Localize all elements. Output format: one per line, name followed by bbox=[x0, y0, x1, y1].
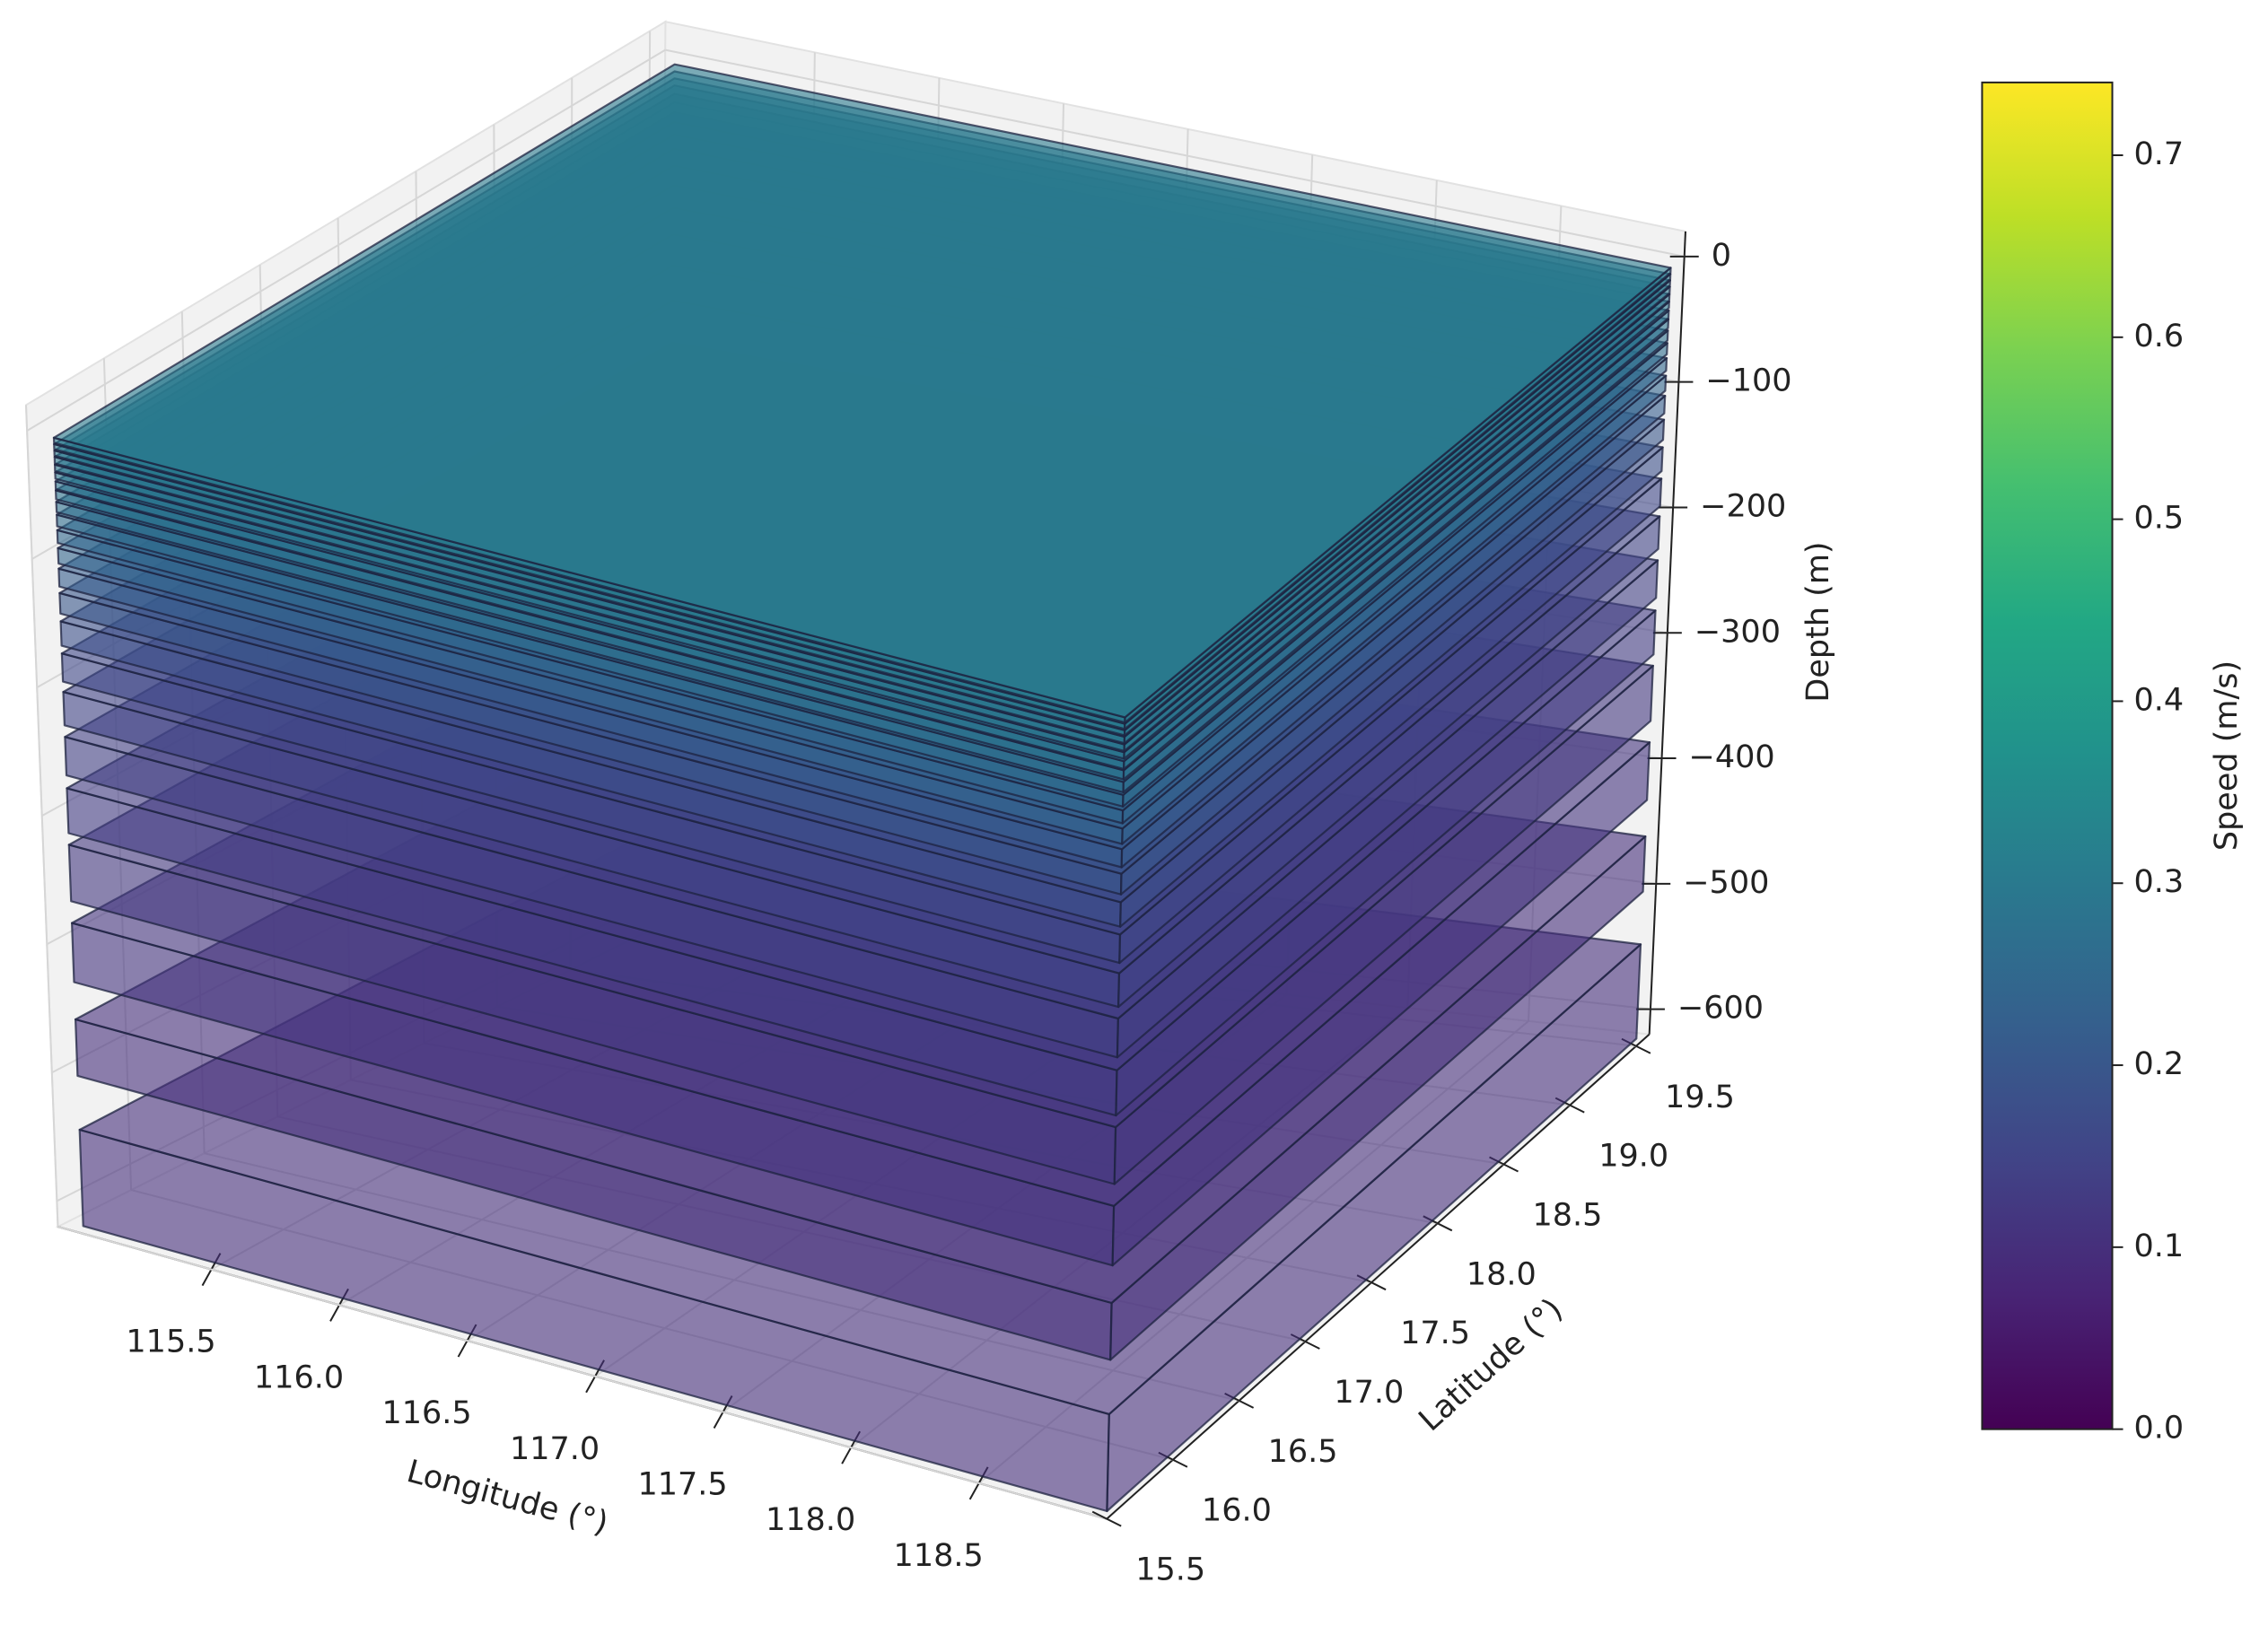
colorbar-tick-label: 0.3 bbox=[2134, 864, 2185, 900]
z-tick-label: 0 bbox=[1712, 238, 1731, 274]
z-tick-label: −300 bbox=[1694, 614, 1781, 650]
colorbar-tick-label: 0.0 bbox=[2134, 1411, 2185, 1447]
y-tick-label: 16.5 bbox=[1268, 1434, 1338, 1470]
x-tick-label: 115.5 bbox=[126, 1324, 215, 1360]
x-tick-label: 116.5 bbox=[381, 1395, 471, 1431]
colorbar bbox=[1981, 81, 2114, 1430]
y-tick-label: 19.0 bbox=[1598, 1139, 1668, 1175]
y-tick-label: 18.0 bbox=[1467, 1256, 1537, 1292]
colorbar-tick-label: 0.1 bbox=[2134, 1228, 2185, 1264]
grid-line bbox=[57, 1226, 1108, 1520]
colorbar-label: Speed (m/s) bbox=[2209, 660, 2245, 851]
y-axis-label: Latitude (°) bbox=[1413, 1291, 1570, 1438]
x-tick-label: 118.5 bbox=[894, 1538, 984, 1574]
grid-line bbox=[665, 48, 1685, 258]
grid-line bbox=[26, 48, 666, 432]
x-tick-label: 118.0 bbox=[766, 1502, 855, 1538]
colorbar-tick-label: 0.2 bbox=[2134, 1046, 2185, 1082]
y-tick-label: 19.5 bbox=[1665, 1080, 1735, 1115]
z-tick-label: −500 bbox=[1683, 865, 1769, 901]
x-tick-label: 117.0 bbox=[510, 1431, 600, 1467]
y-tick-label: 17.0 bbox=[1334, 1375, 1404, 1411]
y-tick-label: 18.5 bbox=[1533, 1197, 1603, 1233]
slab-top-face bbox=[52, 63, 1672, 719]
z-tick-label: −600 bbox=[1677, 991, 1764, 1027]
y-tick-label: 15.5 bbox=[1135, 1552, 1205, 1588]
x-tick-label: 117.5 bbox=[638, 1466, 728, 1502]
y-tick-label: 16.0 bbox=[1202, 1493, 1272, 1529]
colorbar-tick-label: 0.7 bbox=[2134, 136, 2185, 172]
slab bbox=[52, 63, 1672, 724]
z-tick-label: −200 bbox=[1700, 488, 1786, 524]
y-axis-line bbox=[1106, 1033, 1651, 1520]
colorbar-tick-label: 0.4 bbox=[2134, 682, 2185, 718]
z-axis-label: Depth (m) bbox=[1800, 541, 1836, 702]
z-tick-label: −100 bbox=[1705, 363, 1791, 399]
y-tick-label: 17.5 bbox=[1400, 1316, 1470, 1351]
colorbar-tick-label: 0.6 bbox=[2134, 319, 2185, 354]
tick-mark bbox=[1091, 1510, 1122, 1527]
x-tick-label: 116.0 bbox=[254, 1359, 344, 1395]
colorbar-tick-label: 0.5 bbox=[2134, 501, 2185, 537]
z-tick-label: −400 bbox=[1689, 739, 1775, 775]
